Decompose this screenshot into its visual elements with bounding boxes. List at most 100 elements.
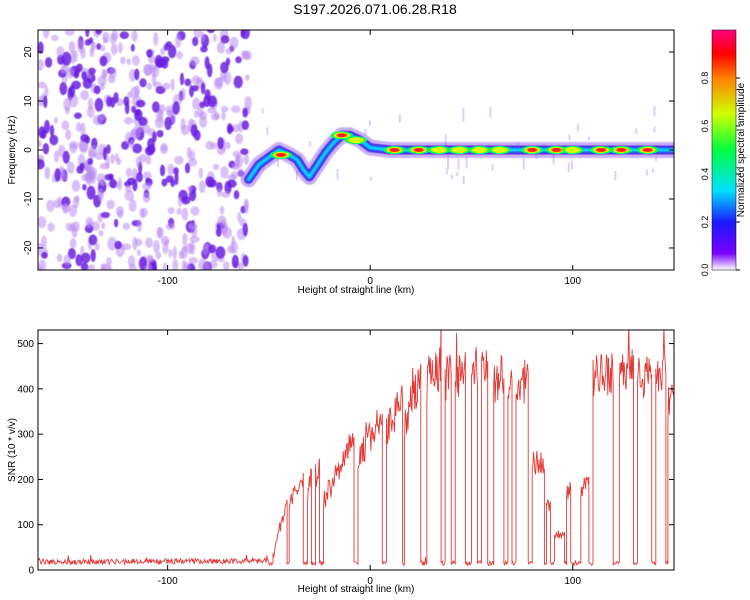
noise-blob xyxy=(198,258,208,270)
noise-blob xyxy=(43,95,48,109)
noise-blob xyxy=(208,244,217,254)
noise-blob xyxy=(108,67,117,79)
noise-blob xyxy=(162,243,169,254)
noise-blob xyxy=(80,90,89,101)
noise-blob xyxy=(174,155,184,165)
noise-blob xyxy=(38,242,44,255)
ridge-peak xyxy=(428,146,451,154)
noise-blob xyxy=(102,147,108,161)
noise-blob xyxy=(128,263,137,270)
spectral-streak xyxy=(456,172,459,177)
noise-blob xyxy=(68,204,77,217)
noise-blob xyxy=(233,75,243,89)
noise-blob xyxy=(57,196,62,208)
noise-blob xyxy=(93,85,101,95)
x-tick-label: 100 xyxy=(564,576,581,587)
noise-blob xyxy=(82,77,93,89)
noise-blob xyxy=(49,134,59,146)
noise-blob xyxy=(207,179,218,188)
noise-blob xyxy=(217,137,224,150)
spectral-streak xyxy=(552,152,555,164)
snr-ticks: -100 0 100 0 100 200 300 400 500 xyxy=(17,330,674,587)
noise-blob xyxy=(245,74,250,81)
noise-blob xyxy=(241,120,249,131)
noise-blob xyxy=(165,223,176,231)
noise-blob xyxy=(129,139,135,149)
figure-title: S197.2026.071.06.28.R18 xyxy=(293,1,457,17)
noise-blob xyxy=(87,157,94,165)
noise-blob xyxy=(221,191,231,198)
peak-level-yellow xyxy=(491,147,508,153)
noise-blob xyxy=(107,236,117,251)
ridge-peak xyxy=(345,136,367,145)
noise-blob xyxy=(189,85,194,98)
noise-blob xyxy=(88,67,96,75)
noise-blob xyxy=(63,98,71,111)
noise-blob xyxy=(146,155,152,165)
spectral-streak xyxy=(261,108,264,114)
noise-blob xyxy=(194,110,199,118)
noise-blob xyxy=(54,168,61,182)
noise-blob xyxy=(94,152,104,161)
noise-blob xyxy=(44,166,51,180)
noise-blob xyxy=(170,78,175,91)
noise-blob xyxy=(139,207,148,218)
peak-level-red xyxy=(414,148,424,152)
colorbar-tick-label: 0.0 xyxy=(700,264,710,277)
noise-blob xyxy=(53,150,60,163)
colorbar-label: Normalized spectral amplitude xyxy=(736,82,747,217)
ridge-peak xyxy=(468,146,491,154)
noise-blob xyxy=(98,188,104,202)
spectral-streak xyxy=(491,164,494,171)
noise-blob xyxy=(113,218,119,228)
noise-blob xyxy=(42,143,50,155)
noise-blob xyxy=(207,107,217,114)
spectral-streak xyxy=(645,169,648,176)
noise-blob xyxy=(108,173,114,181)
noise-blob xyxy=(121,243,132,251)
spectral-streak xyxy=(447,155,449,170)
noise-blob xyxy=(100,211,110,219)
noise-blob xyxy=(110,44,118,56)
spectral-streak xyxy=(655,157,658,162)
ridge-peak xyxy=(545,146,568,154)
noise-blob xyxy=(213,163,220,171)
noise-blob xyxy=(179,72,185,86)
noise-blob xyxy=(77,39,85,53)
noise-blob xyxy=(186,146,192,159)
noise-blob xyxy=(153,240,160,254)
noise-blob xyxy=(225,48,232,55)
noise-blob xyxy=(200,31,205,43)
noise-blob xyxy=(152,101,160,113)
noise-blob xyxy=(243,50,252,60)
noise-blob xyxy=(198,167,203,179)
noise-blob xyxy=(176,51,184,60)
noise-blob xyxy=(160,47,166,56)
noise-blob xyxy=(124,181,132,187)
noise-blob xyxy=(98,230,104,237)
noise-blob xyxy=(244,200,249,214)
noise-blob xyxy=(176,208,182,215)
noise-blob xyxy=(73,70,80,79)
ridge-peak xyxy=(383,146,406,154)
noise-blob xyxy=(199,111,207,120)
noise-blob xyxy=(220,35,230,44)
y-tick-label: 10 xyxy=(23,95,34,107)
colorbar-gradient xyxy=(711,29,737,271)
noise-blob xyxy=(225,141,231,150)
y-tick-label: 300 xyxy=(17,430,34,441)
noise-blob xyxy=(85,171,93,186)
ridge-peak xyxy=(590,146,613,154)
noise-blob xyxy=(189,235,200,243)
snr-series-line xyxy=(38,330,674,567)
noise-blob xyxy=(61,120,70,131)
y-tick-label: -20 xyxy=(23,240,34,255)
noise-blob xyxy=(69,142,77,154)
noise-blob xyxy=(147,138,155,150)
noise-blob xyxy=(177,196,183,207)
noise-blob xyxy=(187,185,193,193)
spectral-streak xyxy=(489,106,492,118)
spectral-streak xyxy=(462,108,465,122)
ridge-peak xyxy=(407,146,430,154)
